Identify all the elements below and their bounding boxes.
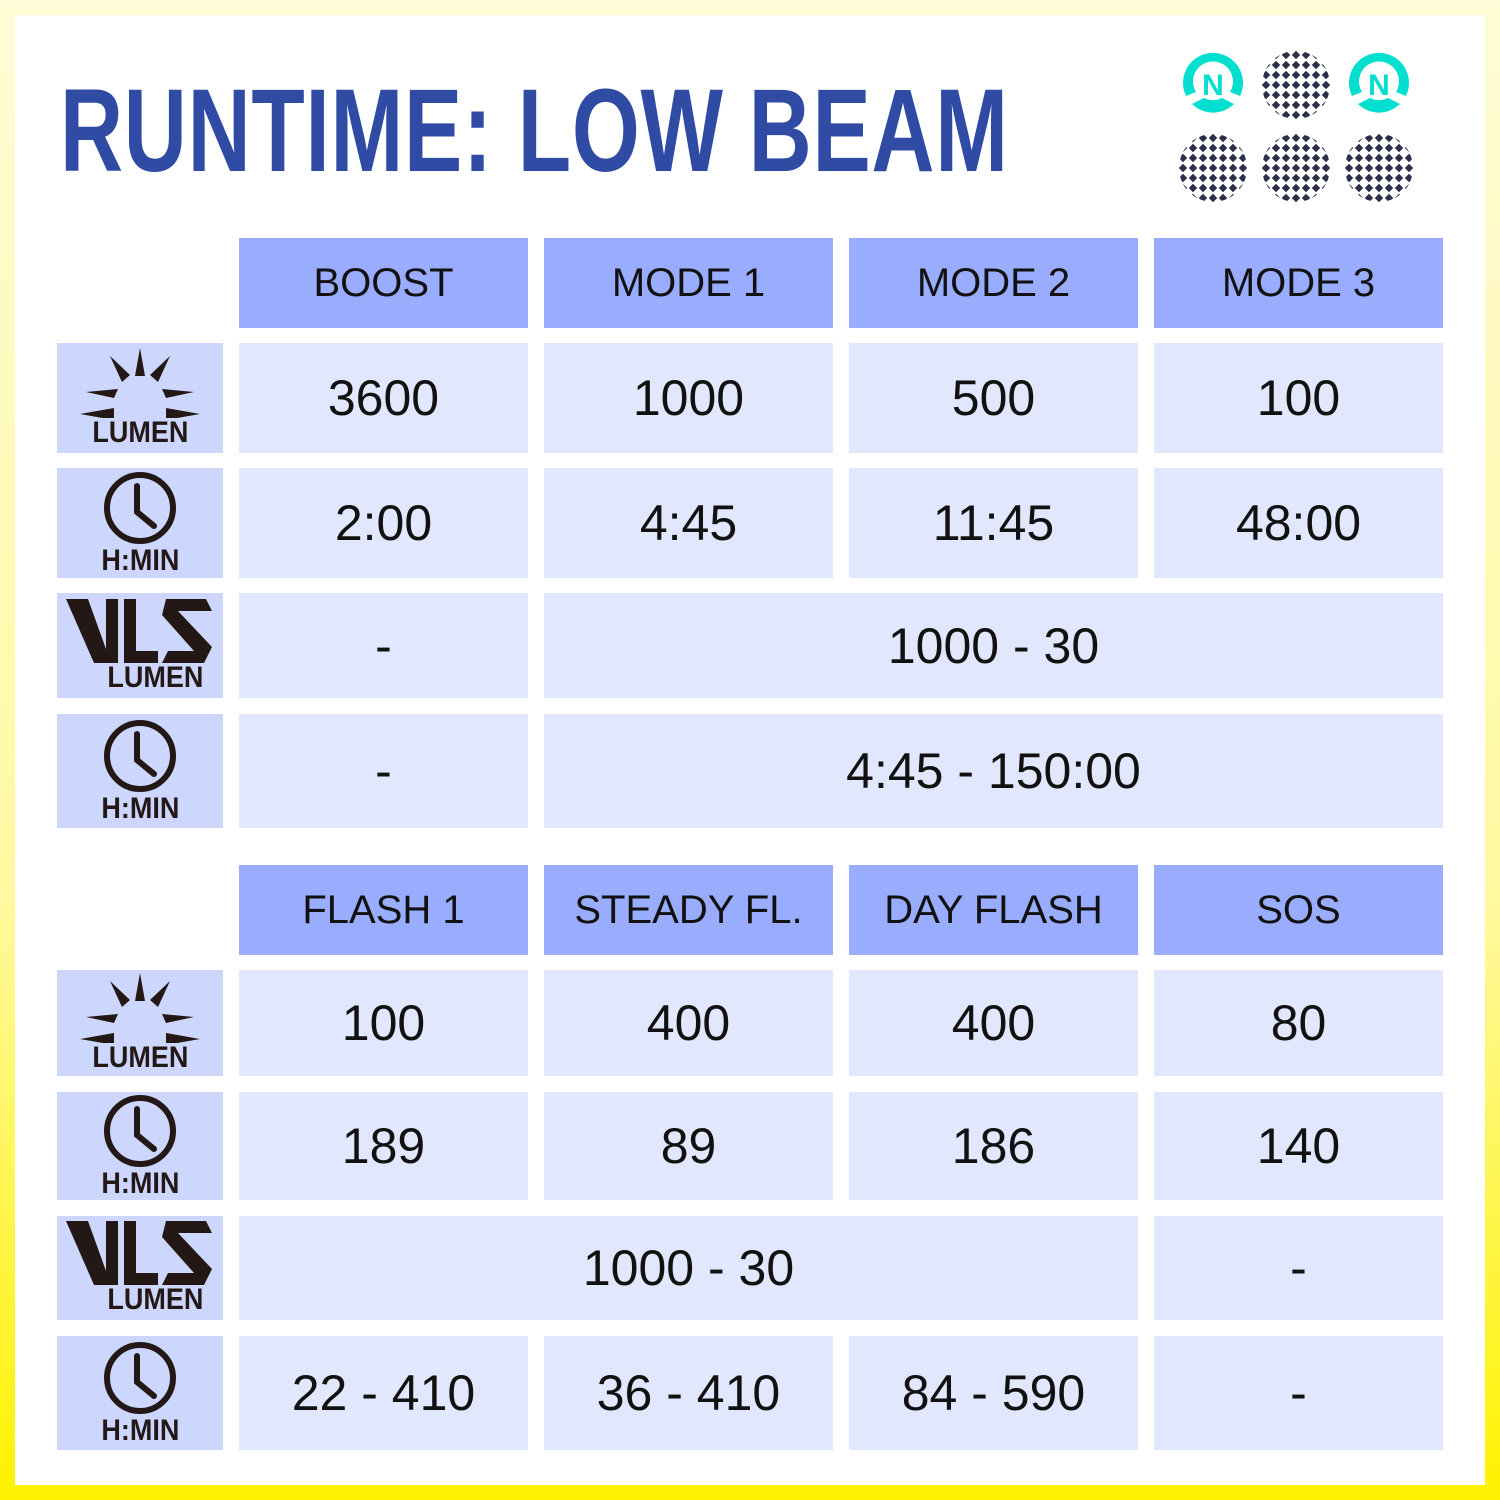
table-cell: 100 <box>239 970 528 1076</box>
column-header: DAY FLASH <box>849 865 1138 955</box>
table-cell: 48:00 <box>1154 468 1443 578</box>
row-icon-time: H:MIN <box>57 1336 223 1450</box>
row-icon-label: LUMEN <box>92 1041 188 1074</box>
table-cell: 36 - 410 <box>544 1336 833 1450</box>
table-cell: 22 - 410 <box>239 1336 528 1450</box>
row-icon-label: H:MIN <box>101 1414 179 1447</box>
table-cell: - <box>1154 1216 1443 1320</box>
column-header: MODE 1 <box>544 238 833 328</box>
column-header: MODE 3 <box>1154 238 1443 328</box>
row-icon-time: H:MIN <box>57 1092 223 1200</box>
table-cell: - <box>239 714 528 828</box>
n-logo-icon: N <box>1349 52 1409 113</box>
row-icon-vls: LUMEN <box>57 593 223 698</box>
column-header: FLASH 1 <box>239 865 528 955</box>
table-cell: 100 <box>1154 343 1443 453</box>
row-icon-label: LUMEN <box>92 416 188 449</box>
table-cell: - <box>239 593 528 698</box>
page-title: RUNTIME: LOW BEAM <box>60 65 1009 197</box>
table-cell: 4:45 <box>544 468 833 578</box>
sun-icon <box>80 348 200 418</box>
table-cell: 89 <box>544 1092 833 1200</box>
row-icon-label: H:MIN <box>101 544 179 577</box>
vls-logo-icon <box>66 1221 212 1285</box>
feature-badges: N N <box>1178 50 1414 206</box>
table-cell: 1000 - 30 <box>544 593 1443 698</box>
column-header: STEADY FL. <box>544 865 833 955</box>
row-icon-label: H:MIN <box>101 792 179 825</box>
sun-icon <box>80 973 200 1043</box>
row-icon-label: H:MIN <box>101 1167 179 1200</box>
table-cell: 2:00 <box>239 468 528 578</box>
table-cell: 186 <box>849 1092 1138 1200</box>
table-cell: 84 - 590 <box>849 1336 1138 1450</box>
column-header: MODE 2 <box>849 238 1138 328</box>
row-icon-vls: LUMEN <box>57 1216 223 1320</box>
table-cell: 500 <box>849 343 1138 453</box>
clock-icon <box>104 1342 176 1414</box>
row-icon-time: H:MIN <box>57 714 223 828</box>
clock-icon <box>104 720 176 792</box>
row-icon-label: LUMEN <box>107 1283 203 1316</box>
table-cell: 4:45 - 150:00 <box>544 714 1443 828</box>
svg-text:N: N <box>1368 69 1390 102</box>
vls-logo-icon <box>66 598 212 663</box>
row-icon-lumen: LUMEN <box>57 343 223 453</box>
column-header: BOOST <box>239 238 528 328</box>
table-cell: 1000 <box>544 343 833 453</box>
mesh-pattern-icon <box>1179 134 1247 202</box>
clock-icon <box>104 1095 176 1167</box>
n-logo-icon: N <box>1183 52 1243 113</box>
column-header: SOS <box>1154 865 1443 955</box>
mesh-pattern-icon <box>1262 51 1330 119</box>
row-icon-label: LUMEN <box>107 660 203 694</box>
clock-icon <box>104 472 176 544</box>
table-cell: 3600 <box>239 343 528 453</box>
table-cell: 140 <box>1154 1092 1443 1200</box>
row-icon-time: H:MIN <box>57 468 223 578</box>
svg-text:N: N <box>1202 69 1224 102</box>
mesh-pattern-icon <box>1262 134 1330 202</box>
row-icon-lumen: LUMEN <box>57 970 223 1076</box>
table-cell: 400 <box>544 970 833 1076</box>
table-cell: 400 <box>849 970 1138 1076</box>
table-cell: 80 <box>1154 970 1443 1076</box>
table-cell: - <box>1154 1336 1443 1450</box>
table-cell: 1000 - 30 <box>239 1216 1138 1320</box>
table-cell: 11:45 <box>849 468 1138 578</box>
table-cell: 189 <box>239 1092 528 1200</box>
mesh-pattern-icon <box>1345 134 1413 202</box>
